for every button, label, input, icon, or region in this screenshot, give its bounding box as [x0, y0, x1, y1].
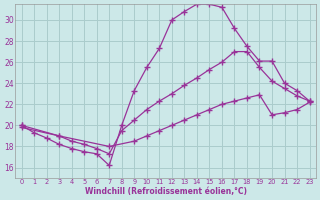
X-axis label: Windchill (Refroidissement éolien,°C): Windchill (Refroidissement éolien,°C) — [84, 187, 247, 196]
